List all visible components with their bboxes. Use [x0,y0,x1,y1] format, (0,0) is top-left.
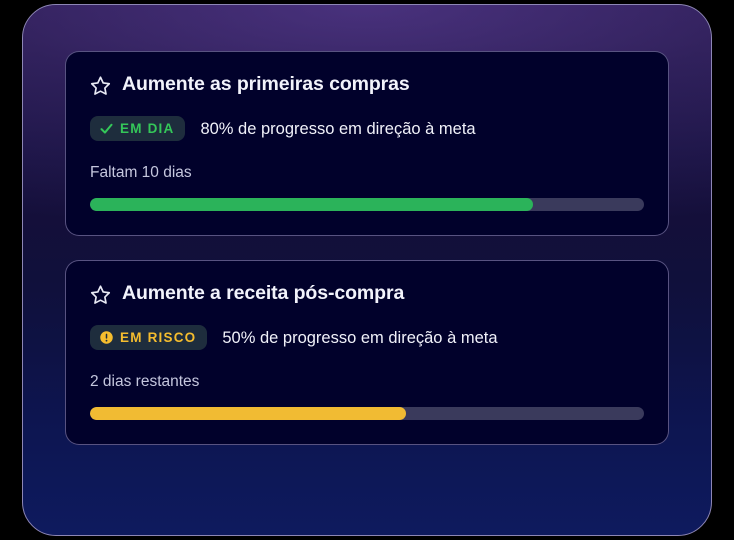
goal-title: Aumente as primeiras compras [122,73,410,95]
goal-deadline: 2 dias restantes [90,373,200,391]
goal-progress-track [90,406,644,420]
star-icon [90,76,111,96]
goal-title: Aumente a receita pós-compra [122,281,405,304]
goal-status-row: EM RISCO 50% de progresso em direção à m… [90,325,644,351]
check-icon [100,124,113,134]
panel-frame: Aumente as primeiras compras EM DIA 80% … [22,4,712,536]
goal-card-list: Aumente as primeiras compras EM DIA 80% … [23,5,711,445]
goal-title-row: Aumente as primeiras compras [90,73,644,96]
goal-progress-fill [90,406,406,420]
status-badge-on-track: EM DIA [90,116,186,142]
goal-title-row: Aumente a receita pós-compra [90,281,644,305]
warning-icon [100,331,113,345]
status-badge-label: EM RISCO [120,330,197,346]
goal-progress-text: 80% de progresso em direção à meta [200,119,476,138]
star-icon [90,285,111,305]
goal-progress-fill [90,197,534,211]
status-badge-label: EM DIA [120,121,175,137]
goal-progress-track [90,197,644,211]
status-badge-at-risk: EM RISCO [90,325,208,351]
goal-card[interactable]: Aumente as primeiras compras EM DIA 80% … [65,51,669,236]
goal-deadline: Faltam 10 dias [90,164,192,182]
goal-progress-text: 50% de progresso em direção à meta [222,328,498,347]
goal-status-row: EM DIA 80% de progresso em direção à met… [90,116,644,142]
goal-card[interactable]: Aumente a receita pós-compra EM RISCO 50… [65,259,669,445]
